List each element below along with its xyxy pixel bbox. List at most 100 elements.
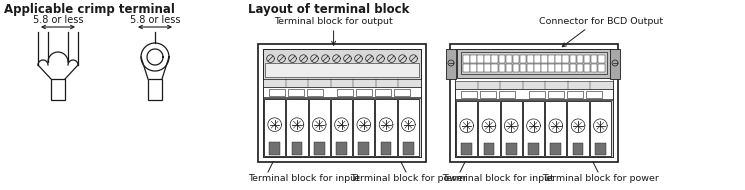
Bar bbox=[457, 49, 611, 78]
Bar bbox=[455, 89, 613, 99]
Bar bbox=[463, 55, 469, 63]
Bar bbox=[520, 55, 527, 63]
Bar bbox=[523, 101, 544, 156]
Text: 5.8 or less: 5.8 or less bbox=[33, 15, 83, 25]
Text: Terminal block for input: Terminal block for input bbox=[248, 174, 360, 183]
Bar bbox=[270, 142, 280, 155]
Bar bbox=[586, 90, 602, 97]
Bar bbox=[307, 89, 323, 96]
Bar bbox=[288, 89, 304, 96]
Bar bbox=[534, 64, 541, 72]
Bar bbox=[308, 99, 330, 156]
Bar bbox=[506, 143, 516, 155]
Bar bbox=[498, 64, 505, 72]
Bar bbox=[548, 90, 564, 97]
Bar bbox=[590, 101, 611, 156]
Bar bbox=[569, 55, 576, 63]
Bar bbox=[591, 64, 597, 72]
Bar bbox=[263, 79, 421, 87]
Bar bbox=[527, 55, 533, 63]
Text: Terminal block for power: Terminal block for power bbox=[542, 174, 659, 183]
Bar bbox=[520, 64, 527, 72]
Bar bbox=[484, 55, 491, 63]
Text: Layout of terminal block: Layout of terminal block bbox=[248, 3, 409, 16]
Bar bbox=[461, 52, 607, 74]
Bar bbox=[595, 143, 606, 155]
Bar bbox=[461, 90, 477, 97]
Bar bbox=[148, 79, 162, 100]
Bar bbox=[598, 55, 604, 63]
Bar bbox=[548, 55, 555, 63]
Bar bbox=[545, 101, 566, 156]
Bar bbox=[499, 90, 515, 97]
Bar bbox=[450, 44, 618, 162]
Bar bbox=[263, 87, 421, 97]
Bar bbox=[470, 64, 477, 72]
Bar bbox=[573, 143, 583, 155]
Bar bbox=[455, 81, 613, 89]
Bar bbox=[478, 101, 500, 156]
Bar bbox=[264, 99, 285, 156]
Bar bbox=[492, 55, 498, 63]
Bar bbox=[356, 89, 372, 96]
Bar bbox=[265, 63, 419, 77]
Text: Terminal block for input: Terminal block for input bbox=[442, 174, 554, 183]
Bar bbox=[455, 100, 613, 157]
Bar bbox=[501, 101, 522, 156]
Bar bbox=[478, 55, 484, 63]
Bar bbox=[484, 64, 491, 72]
Bar bbox=[534, 55, 541, 63]
Bar bbox=[375, 89, 391, 96]
Bar bbox=[555, 55, 562, 63]
Bar bbox=[375, 99, 397, 156]
Bar bbox=[577, 64, 583, 72]
Bar bbox=[598, 64, 604, 72]
Bar bbox=[529, 90, 545, 97]
Text: Connector for BCD Output: Connector for BCD Output bbox=[539, 17, 663, 26]
Bar bbox=[484, 143, 494, 155]
Bar bbox=[541, 55, 548, 63]
Bar bbox=[481, 90, 496, 97]
Bar bbox=[263, 49, 421, 79]
Bar bbox=[555, 64, 562, 72]
Bar bbox=[548, 64, 555, 72]
Bar bbox=[478, 64, 484, 72]
Bar bbox=[513, 64, 519, 72]
Bar bbox=[394, 89, 410, 96]
Bar bbox=[461, 143, 472, 155]
Bar bbox=[381, 142, 391, 155]
Bar bbox=[567, 90, 583, 97]
Bar bbox=[337, 89, 353, 96]
Bar bbox=[258, 44, 426, 162]
Bar bbox=[286, 99, 308, 156]
Bar bbox=[568, 101, 589, 156]
Bar bbox=[513, 55, 519, 63]
Bar bbox=[456, 101, 478, 156]
Bar bbox=[398, 99, 419, 156]
Bar bbox=[455, 49, 613, 157]
Bar bbox=[331, 99, 352, 156]
Bar bbox=[528, 143, 539, 155]
Bar bbox=[463, 64, 469, 72]
Bar bbox=[263, 98, 421, 157]
Bar bbox=[492, 64, 498, 72]
Bar bbox=[353, 99, 375, 156]
Text: Terminal block for output: Terminal block for output bbox=[274, 17, 393, 26]
Bar bbox=[270, 89, 285, 96]
Bar bbox=[51, 79, 65, 100]
Bar bbox=[541, 64, 548, 72]
Bar bbox=[591, 55, 597, 63]
Bar bbox=[336, 142, 347, 155]
Bar bbox=[263, 49, 421, 157]
Bar bbox=[291, 142, 302, 155]
Bar bbox=[470, 55, 477, 63]
Text: 5.8 or less: 5.8 or less bbox=[130, 15, 180, 25]
Bar bbox=[551, 143, 561, 155]
Bar bbox=[403, 142, 413, 155]
Bar bbox=[583, 64, 590, 72]
Bar bbox=[506, 55, 513, 63]
Bar bbox=[506, 64, 513, 72]
Bar bbox=[569, 64, 576, 72]
Bar bbox=[577, 55, 583, 63]
Text: Terminal block for power: Terminal block for power bbox=[351, 174, 467, 183]
